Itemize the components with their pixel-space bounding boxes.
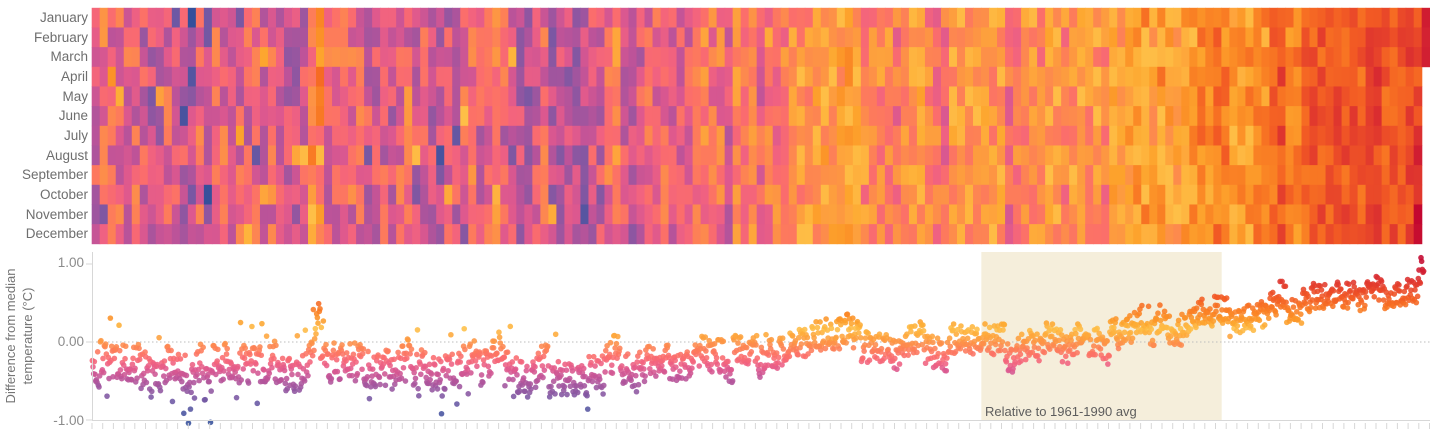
y-axis-tick-label-bottom: -1.00 (53, 413, 84, 428)
month-label-june: June (58, 108, 88, 124)
reference-band-label: Relative to 1961-1990 avg (985, 404, 1137, 419)
month-label-september: September (21, 167, 88, 183)
month-label-march: March (50, 49, 88, 65)
axes (86, 252, 1430, 429)
scatter-marks[interactable] (89, 254, 1427, 426)
month-label-august: August (45, 147, 88, 163)
month-label-february: February (33, 29, 88, 45)
month-label-may: May (62, 88, 88, 104)
month-label-january: January (39, 9, 88, 25)
month-label-december: December (25, 226, 88, 242)
heatmap-marks[interactable] (91, 7, 1430, 245)
y-axis-title: Difference from median temperature (°C) (3, 268, 35, 404)
y-axis-tick-label-top: 1.00 (57, 255, 84, 270)
month-label-october: October (39, 186, 88, 202)
month-label-april: April (60, 68, 88, 84)
y-axis-tick-label-zero: 0.00 (57, 334, 84, 349)
month-label-july: July (63, 127, 88, 143)
month-label-november: November (25, 206, 88, 222)
